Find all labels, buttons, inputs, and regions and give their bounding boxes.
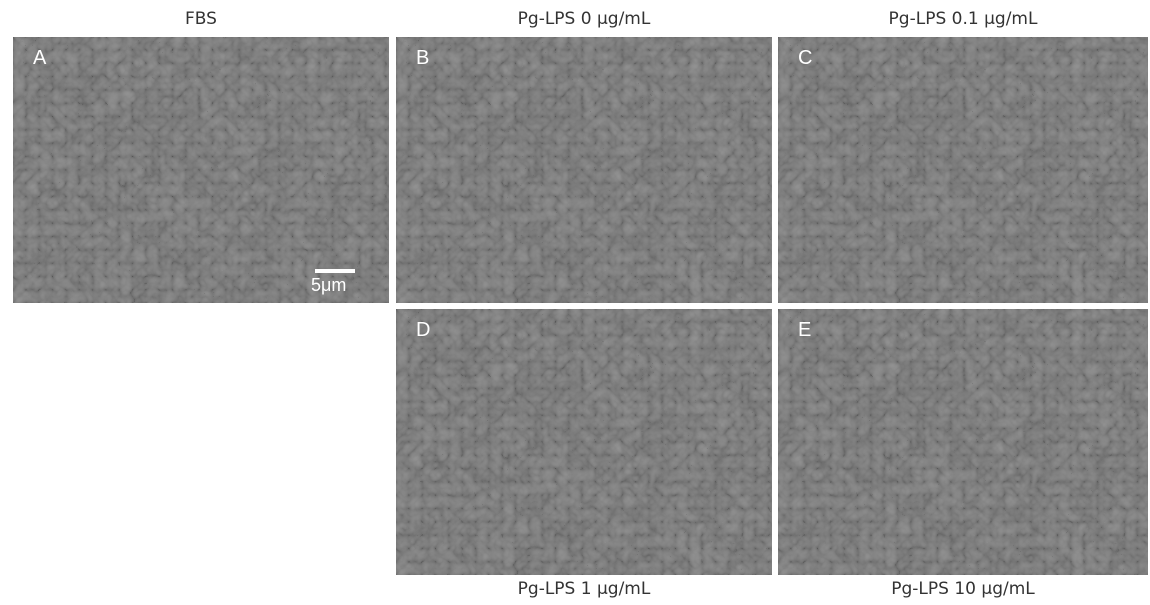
micrograph bbox=[778, 309, 1148, 575]
panel-caption: Pg-LPS 0 μg/mL bbox=[517, 9, 651, 29]
micrograph-panel: C bbox=[778, 37, 1148, 303]
micrograph bbox=[396, 309, 772, 575]
micrograph bbox=[778, 37, 1148, 303]
panel-letter: B bbox=[416, 47, 430, 69]
panel-letter: A bbox=[33, 47, 47, 69]
panel-caption: Pg-LPS 10 μg/mL bbox=[891, 579, 1035, 599]
micrograph-panel: A 5μm bbox=[13, 37, 389, 303]
cell-texture bbox=[778, 37, 1148, 303]
scale-bar-label: 5μm bbox=[311, 275, 347, 295]
panel-caption: Pg-LPS 1 μg/mL bbox=[517, 579, 651, 599]
scale-bar bbox=[315, 269, 355, 273]
micrograph-panel: E bbox=[778, 309, 1148, 575]
micrograph bbox=[13, 37, 389, 303]
cell-texture bbox=[396, 309, 772, 575]
panel-letter: E bbox=[798, 319, 812, 341]
panel-letter: D bbox=[416, 319, 431, 341]
cell-texture bbox=[778, 309, 1148, 575]
cell-texture bbox=[396, 37, 772, 303]
panel-caption: Pg-LPS 0.1 μg/mL bbox=[888, 9, 1038, 29]
cell-texture bbox=[13, 37, 389, 303]
panel-letter: C bbox=[798, 47, 813, 69]
micrograph-panel: D bbox=[396, 309, 772, 575]
micrograph-panel: B bbox=[396, 37, 772, 303]
micrograph bbox=[396, 37, 772, 303]
panel-caption: FBS bbox=[185, 9, 217, 29]
